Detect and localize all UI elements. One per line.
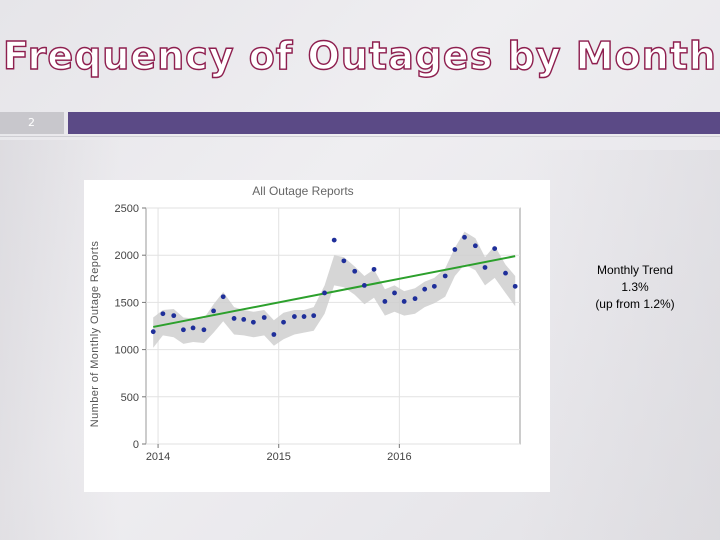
y-axis-label: Number of Monthly Outage Reports — [89, 241, 101, 428]
data-point — [201, 327, 207, 333]
y-tick-label: 1000 — [115, 345, 139, 357]
data-point — [181, 327, 186, 333]
header-divider — [0, 136, 720, 137]
background-page-decoration — [520, 150, 720, 540]
data-point — [512, 283, 518, 289]
y-tick-label: 500 — [121, 392, 139, 404]
y-tick-label: 2500 — [115, 203, 139, 215]
data-point — [241, 316, 247, 322]
outage-chart: 0 500 1000 1500 2000 2500 2014 2015 2016 All Outa… — [89, 184, 521, 463]
data-point — [281, 319, 286, 325]
chart-container: 0 500 1000 1500 2000 2500 2014 2015 2016 All Outa… — [84, 180, 550, 492]
data-point — [452, 247, 458, 252]
trend-annotation: Monthly Trend 1.3% (up from 1.2%) — [560, 262, 710, 313]
header-band — [68, 112, 720, 134]
data-point — [492, 246, 498, 251]
x-tick-label: 2015 — [266, 451, 290, 463]
data-point — [271, 332, 277, 337]
data-point — [382, 299, 388, 304]
chart-title: All Outage Reports — [252, 184, 353, 198]
y-tick-label: 0 — [133, 439, 139, 451]
data-point — [160, 311, 166, 317]
data-point — [231, 316, 237, 321]
data-point — [211, 308, 216, 314]
data-point — [503, 270, 508, 276]
data-point — [371, 266, 377, 272]
data-point — [412, 296, 418, 302]
y-tick-label: 2000 — [115, 250, 139, 262]
data-point — [171, 313, 177, 319]
data-point — [472, 243, 478, 249]
x-tick-label: 2014 — [146, 451, 170, 463]
data-point — [392, 290, 397, 296]
data-point — [150, 329, 156, 335]
data-point — [261, 315, 267, 320]
data-point — [331, 237, 337, 243]
data-point — [301, 314, 307, 319]
slide-number: 2 — [0, 112, 64, 134]
data-point — [352, 268, 358, 274]
annotation-line-1: Monthly Trend — [596, 263, 674, 277]
data-point — [442, 273, 448, 279]
y-tick-label: 1500 — [115, 297, 139, 309]
data-point — [422, 286, 428, 292]
slide-title: Frequency of Outages by Month — [2, 33, 717, 78]
data-point — [401, 299, 407, 304]
annotation-line-2: 1.3% — [621, 280, 649, 294]
data-point — [311, 313, 317, 319]
data-point — [190, 325, 196, 331]
data-point — [482, 265, 488, 270]
data-point — [431, 283, 437, 289]
trend-line — [153, 255, 516, 328]
data-point — [291, 314, 297, 319]
x-tick-label: 2016 — [387, 451, 411, 463]
annotation-line-3: (up from 1.2%) — [595, 297, 675, 311]
data-point — [462, 234, 467, 240]
data-point — [361, 283, 367, 288]
data-point — [341, 258, 347, 264]
data-point — [220, 294, 226, 300]
data-point — [322, 290, 327, 296]
data-point — [250, 319, 256, 325]
